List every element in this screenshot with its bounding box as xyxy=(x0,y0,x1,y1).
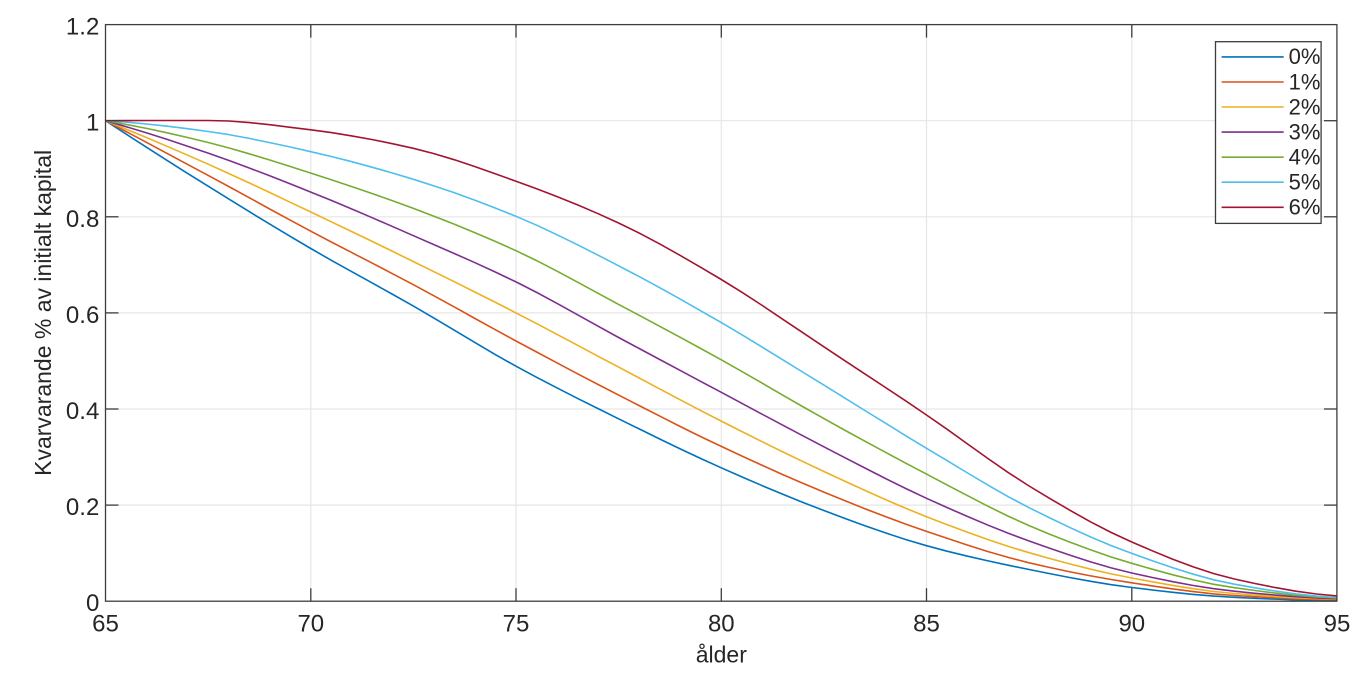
svg-text:80: 80 xyxy=(708,611,735,638)
svg-text:4%: 4% xyxy=(1289,145,1321,170)
svg-text:Kvarvarande % av initialt kapi: Kvarvarande % av initialt kapital xyxy=(30,150,56,476)
svg-text:5%: 5% xyxy=(1289,170,1321,195)
svg-text:0.6: 0.6 xyxy=(66,302,99,329)
svg-text:0%: 0% xyxy=(1289,44,1321,69)
svg-text:3%: 3% xyxy=(1289,119,1321,144)
svg-text:ålder: ålder xyxy=(696,642,747,668)
svg-text:0.2: 0.2 xyxy=(66,494,99,521)
svg-text:0: 0 xyxy=(86,590,99,617)
svg-text:1%: 1% xyxy=(1289,69,1321,94)
svg-text:65: 65 xyxy=(92,611,119,638)
svg-text:0.4: 0.4 xyxy=(66,398,99,425)
svg-text:90: 90 xyxy=(1118,611,1145,638)
svg-text:1.2: 1.2 xyxy=(66,14,99,41)
svg-text:85: 85 xyxy=(913,611,940,638)
svg-text:1: 1 xyxy=(86,110,99,137)
svg-text:6%: 6% xyxy=(1289,195,1321,220)
svg-text:95: 95 xyxy=(1324,611,1351,638)
svg-text:0.8: 0.8 xyxy=(66,206,99,233)
svg-text:2%: 2% xyxy=(1289,94,1321,119)
svg-text:70: 70 xyxy=(297,611,324,638)
svg-text:75: 75 xyxy=(503,611,530,638)
